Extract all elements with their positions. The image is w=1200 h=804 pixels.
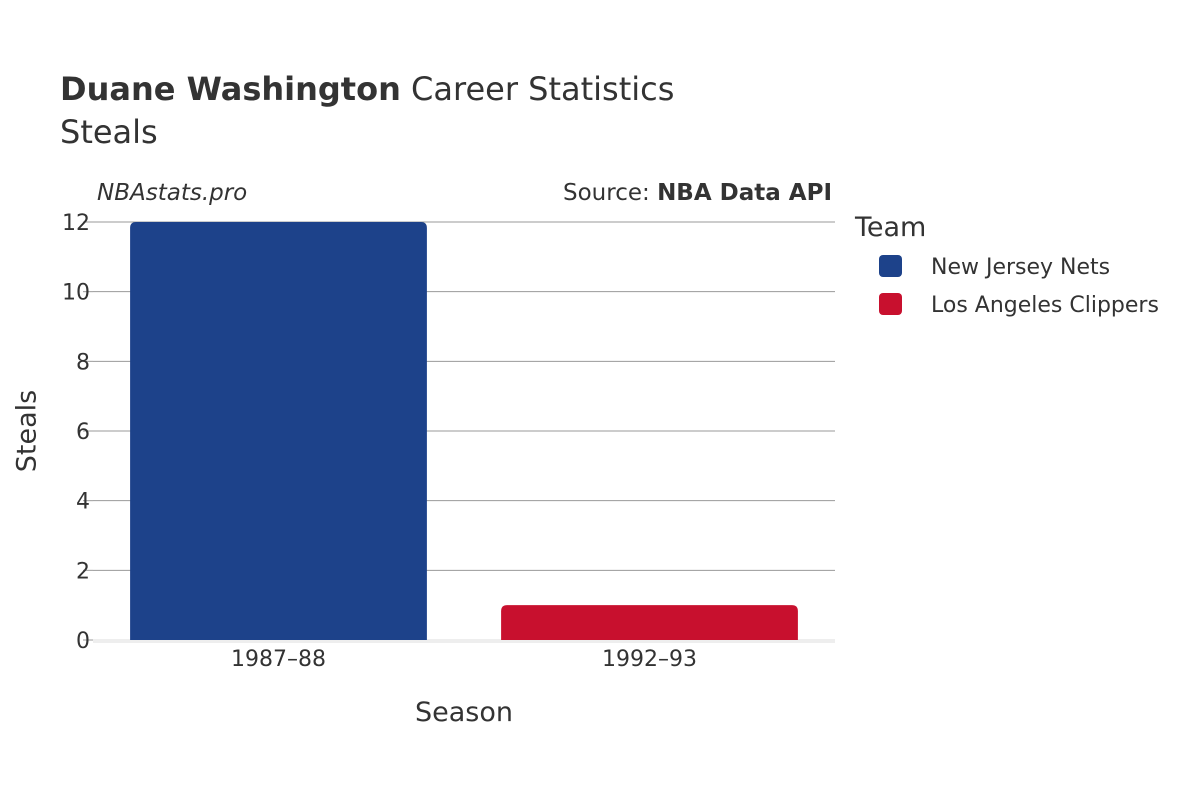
legend-swatch xyxy=(879,293,902,315)
y-tick-label: 8 xyxy=(76,350,90,375)
x-tick-label: 1992–93 xyxy=(602,647,697,672)
chart-title-rest: Career Statistics xyxy=(401,70,675,108)
legend: New Jersey Nets Los Angeles Clippers xyxy=(879,255,1159,318)
y-tick-label: 0 xyxy=(76,629,90,654)
source-prefix: Source: xyxy=(563,180,657,206)
legend-swatch xyxy=(879,255,902,277)
chart-subtitle: Steals xyxy=(60,113,158,151)
source-name: NBA Data API xyxy=(657,180,832,206)
chart-title: Duane Washington Career Statistics xyxy=(60,70,674,108)
y-axis-ticks: 0 2 4 6 8 10 12 xyxy=(62,211,90,654)
y-tick-label: 4 xyxy=(76,490,90,515)
y-axis-label: Steals xyxy=(11,390,42,472)
source-credit: Source: NBA Data API xyxy=(563,180,832,206)
bar xyxy=(501,605,798,640)
x-tick-label: 1987–88 xyxy=(231,647,326,672)
x-axis-label: Season xyxy=(415,697,513,728)
y-tick-label: 2 xyxy=(76,559,90,584)
y-tick-label: 10 xyxy=(62,281,90,306)
bars xyxy=(130,222,798,640)
watermark: NBAstats.pro xyxy=(97,180,247,206)
legend-title: Team xyxy=(854,212,926,243)
legend-label: Los Angeles Clippers xyxy=(931,293,1159,318)
y-tick-label: 12 xyxy=(62,211,90,236)
bar xyxy=(130,222,427,640)
legend-label: New Jersey Nets xyxy=(931,255,1110,280)
x-axis-baseline xyxy=(93,639,835,643)
y-tick-label: 6 xyxy=(76,420,90,445)
x-axis-ticks: 1987–88 1992–93 xyxy=(231,647,697,672)
chart-title-bold: Duane Washington xyxy=(60,70,401,108)
